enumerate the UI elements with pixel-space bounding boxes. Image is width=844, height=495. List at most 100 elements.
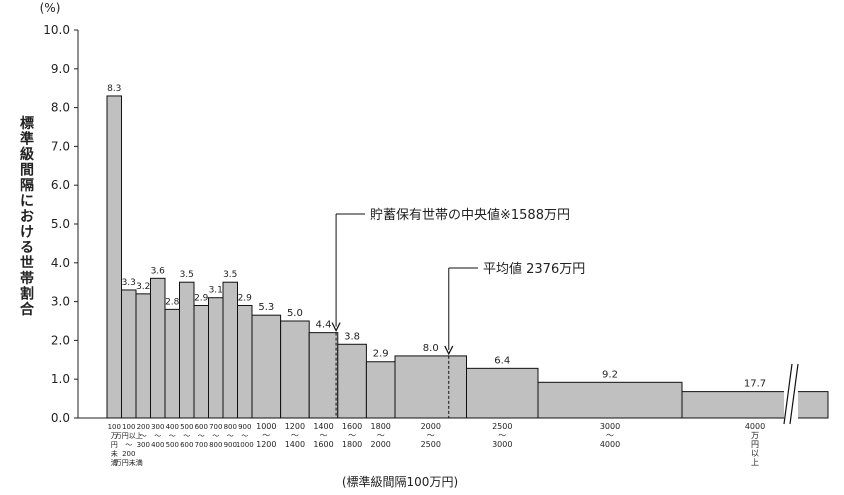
- x-tick-label: 万円以上: [115, 431, 143, 440]
- x-tick-label: 万: [751, 431, 759, 440]
- x-tick-label: 万: [111, 432, 118, 440]
- x-tick-label: 〜: [140, 432, 147, 440]
- y-tick-label: 2.0: [51, 333, 70, 347]
- bar-value-label: 5.0: [287, 308, 303, 319]
- x-tick-label: 300: [151, 423, 164, 431]
- bar: [121, 289, 137, 419]
- y-axis-label: 標準級間隔における世帯割合: [20, 115, 35, 318]
- x-tick-label: 1800: [371, 422, 391, 431]
- x-tick-label: 600: [195, 423, 208, 431]
- x-tick-label: 3000: [600, 422, 620, 431]
- y-tick-label: 6.0: [51, 178, 70, 192]
- x-tick-label: 200: [137, 423, 150, 431]
- x-tick-label: 1000: [236, 441, 254, 449]
- y-tick-label: 4.0: [51, 256, 70, 270]
- x-tick-label: 2500: [492, 422, 512, 431]
- x-tick-label: 〜: [198, 432, 205, 440]
- x-tick-label: 〜: [183, 432, 190, 440]
- x-tick-label: 〜: [348, 431, 356, 440]
- bar-value-label: 3.8: [344, 331, 360, 342]
- bar-value-label: 3.5: [180, 270, 194, 280]
- x-tick-label: 4000: [745, 422, 765, 431]
- bar: [466, 367, 539, 419]
- x-tick-label: 〜: [169, 432, 176, 440]
- mean-arrow-head: [444, 345, 454, 356]
- x-tick-label: 4000: [600, 440, 620, 449]
- bar-value-label: 8.3: [107, 84, 121, 94]
- x-tick-label: 100: [108, 423, 121, 431]
- bar-value-label: 2.9: [238, 293, 253, 303]
- x-tick-label: 1000: [256, 422, 276, 431]
- bar-value-label: 2.9: [194, 293, 209, 303]
- bar: [208, 297, 224, 419]
- axis-break-line: [789, 363, 799, 425]
- bar: [164, 308, 180, 419]
- x-tick-label: 200: [122, 450, 135, 458]
- y-tick-label: 3.0: [51, 295, 70, 309]
- axis-break-line: [783, 363, 793, 425]
- x-tick-label: 1200: [256, 440, 276, 449]
- x-tick-label: 以: [751, 449, 759, 458]
- bar: [193, 304, 209, 419]
- x-tick-label: 〜: [212, 432, 219, 440]
- x-tick-label: 円: [751, 440, 759, 449]
- bar: [308, 332, 339, 419]
- median-annotation: 貯蓄保有世帯の中央値※1588万円: [370, 207, 570, 223]
- x-tick-label: 2000: [421, 422, 441, 431]
- x-tick-label: 〜: [125, 441, 132, 449]
- x-tick-label: 800: [209, 441, 222, 449]
- x-tick-label: 2500: [421, 440, 441, 449]
- bar-value-label: 2.9: [373, 349, 389, 360]
- x-tick-label: 〜: [606, 431, 614, 440]
- bar-value-label: 3.2: [136, 282, 150, 292]
- x-tick-label: 900: [238, 423, 251, 431]
- bar: [135, 293, 151, 419]
- bar: [179, 281, 195, 419]
- x-tick-label: 1400: [285, 440, 305, 449]
- x-tick-label: 〜: [377, 431, 385, 440]
- x-tick-label: 円: [111, 441, 118, 449]
- x-tick-label: 未: [111, 449, 118, 458]
- x-tick-label: 300: [137, 441, 150, 449]
- bar: [681, 391, 829, 419]
- bar: [222, 281, 238, 419]
- x-tick-label: 〜: [291, 431, 299, 440]
- x-tick-label: 1600: [342, 422, 362, 431]
- bar-value-label: 4.4: [316, 320, 332, 331]
- bar-value-label: 3.6: [151, 266, 166, 276]
- x-tick-label: 〜: [154, 432, 161, 440]
- bar: [365, 361, 396, 419]
- x-tick-label: 〜: [227, 432, 234, 440]
- y-tick-label: 7.0: [51, 139, 70, 153]
- x-tick-label: 〜: [427, 431, 435, 440]
- x-tick-label: 1600: [313, 440, 333, 449]
- x-tick-label: 1200: [285, 422, 305, 431]
- bar: [237, 304, 253, 419]
- bar-value-label: 3.1: [209, 286, 223, 296]
- x-tick-label: 〜: [262, 431, 270, 440]
- x-tick-label: 400: [166, 423, 179, 431]
- x-axis-label: (標準級間隔100万円): [342, 474, 458, 489]
- bar-value-label: 8.0: [423, 343, 439, 354]
- bar: [106, 95, 122, 419]
- bar-value-label: 3.3: [122, 278, 136, 288]
- mean-annotation: 平均値 2376万円: [483, 261, 585, 277]
- unit-label: (%): [40, 1, 61, 15]
- x-tick-label: 900: [224, 441, 237, 449]
- bar-value-label: 6.4: [494, 355, 510, 366]
- x-tick-label: 〜: [320, 431, 328, 440]
- median-arrow-head: [331, 322, 341, 332]
- bar: [150, 277, 166, 419]
- x-tick-label: 〜: [241, 432, 248, 440]
- y-tick-label: 1.0: [51, 372, 70, 386]
- axis-break-gap: [784, 362, 798, 424]
- x-tick-label: 600: [180, 441, 193, 449]
- y-tick-label: 8.0: [51, 101, 70, 115]
- bar-value-label: 3.5: [223, 270, 237, 280]
- x-tick-label: 500: [180, 423, 193, 431]
- bar: [251, 314, 282, 419]
- x-tick-label: 1400: [313, 422, 333, 431]
- x-tick-label: 1800: [342, 440, 362, 449]
